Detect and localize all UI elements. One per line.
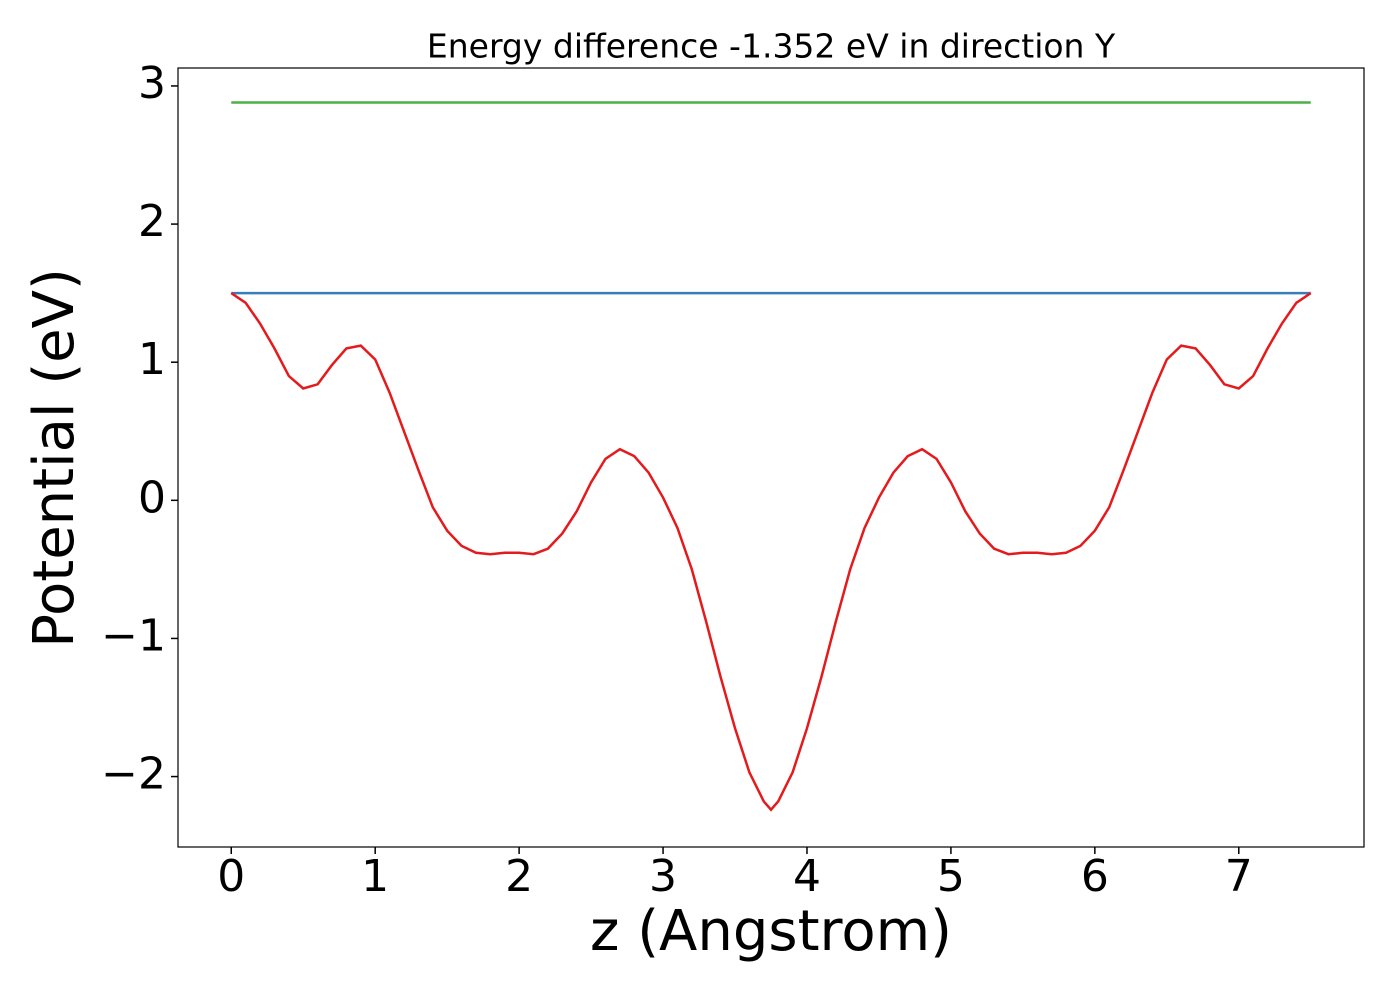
y-tick-label: −2 bbox=[101, 749, 166, 800]
x-tick-label: 2 bbox=[505, 851, 533, 902]
y-tick-label: 0 bbox=[138, 472, 166, 523]
y-axis-label: Potential (eV) bbox=[22, 268, 87, 648]
x-tick-label: 3 bbox=[649, 851, 677, 902]
y-tick-label: −1 bbox=[101, 610, 166, 661]
x-tick-label: 6 bbox=[1081, 851, 1109, 902]
chart-title: Energy difference -1.352 eV in direction… bbox=[427, 27, 1116, 66]
y-tick-label: 2 bbox=[138, 196, 166, 247]
plot-frame bbox=[177, 67, 1365, 848]
x-tick-label: 4 bbox=[793, 851, 821, 902]
x-axis-label: z (Angstrom) bbox=[590, 899, 952, 964]
x-tick-label: 1 bbox=[361, 851, 389, 902]
x-tick-label: 7 bbox=[1225, 851, 1253, 902]
series-line bbox=[230, 292, 1312, 812]
x-tick-label: 0 bbox=[217, 851, 245, 902]
x-tick-label: 5 bbox=[937, 851, 965, 902]
y-tick-label: 3 bbox=[138, 58, 166, 109]
y-tick-label: 1 bbox=[138, 334, 166, 385]
